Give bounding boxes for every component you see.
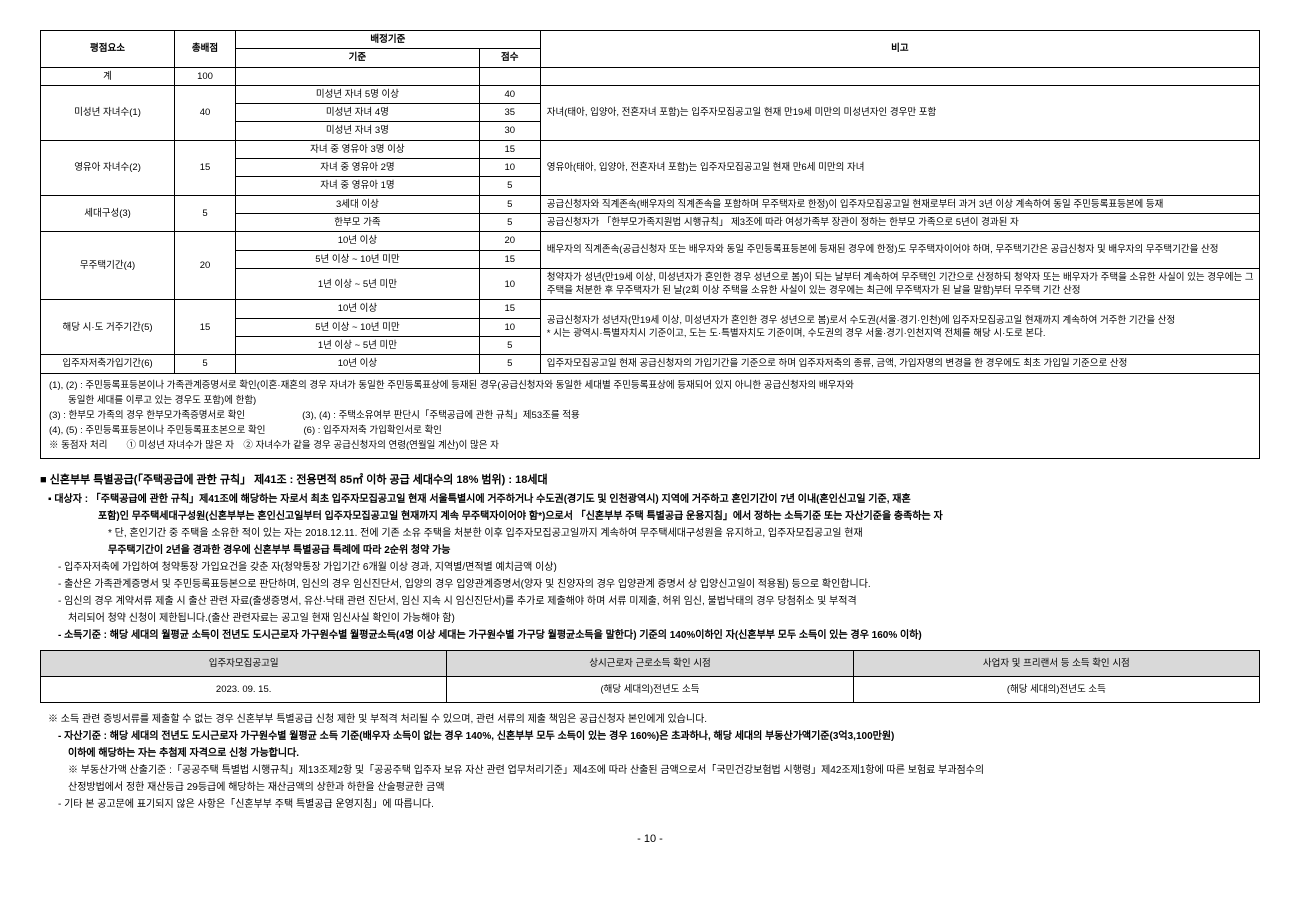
r5-total: 5: [175, 355, 236, 373]
income-h0: 입주자모집공고일: [41, 650, 447, 676]
r3-label: 무주택기간(4): [41, 232, 175, 300]
income-r1: (해당 세대의)전년도 소득: [447, 676, 853, 702]
r3-total: 20: [175, 232, 236, 300]
scoring-table: 평점요소 총배점 배정기준 비고 기준 점수 계 100 미성년 자녀수(1) …: [40, 30, 1260, 459]
th-criteria: 배정기준: [236, 31, 541, 49]
section2-bullets: ▪ 대상자 : 「주택공급에 관한 규칙」제41조에 해당하는 자로서 최초 입…: [48, 491, 1260, 644]
income-r2: (해당 세대의)전년도 소득: [853, 676, 1259, 702]
r5-note: 입주자모집공고일 현재 공급신청자의 가입기간을 기준으로 하며 입주자저축의 …: [540, 355, 1259, 373]
r4-label: 해당 시·도 거주기간(5): [41, 300, 175, 355]
r0-label: 미성년 자녀수(1): [41, 85, 175, 140]
section2-title: ■ 신혼부부 특별공급(「주택공급에 관한 규칙」 제41조 : 전용면적 85…: [40, 471, 1260, 487]
after-table-notes: ※ 소득 관련 증빙서류를 제출할 수 없는 경우 신혼부부 특별공급 신청 제…: [48, 711, 1260, 813]
th-total: 총배점: [175, 31, 236, 68]
page-number: - 10 -: [40, 833, 1260, 845]
r0-total: 40: [175, 85, 236, 140]
r1-note: 영유아(태아, 입양아, 전혼자녀 포함)는 입주자모집공고일 현재 만6세 미…: [540, 140, 1259, 195]
income-h2: 사업자 및 프리랜서 등 소득 확인 시점: [853, 650, 1259, 676]
r2-total: 5: [175, 195, 236, 232]
footnotes-cell: (1), (2) : 주민등록표등본이나 가족관계증명서로 확인(이혼·재혼의 …: [41, 373, 1260, 458]
total-value: 100: [175, 67, 236, 85]
income-h1: 상시근로자 근로소득 확인 시점: [447, 650, 853, 676]
r0s0-k: 미성년 자녀 5명 이상: [236, 85, 480, 103]
th-factor: 평점요소: [41, 31, 175, 68]
r1-label: 영유아 자녀수(2): [41, 140, 175, 195]
r0-note: 자녀(태아, 입양아, 전혼자녀 포함)는 입주자모집공고일 현재 만19세 미…: [540, 85, 1259, 140]
total-label: 계: [41, 67, 175, 85]
th-basis: 기준: [236, 49, 480, 67]
income-r0: 2023. 09. 15.: [41, 676, 447, 702]
r2-label: 세대구성(3): [41, 195, 175, 232]
r4-total: 15: [175, 300, 236, 355]
r4-note: 공급신청자가 성년자(만19세 이상, 미성년자가 혼인한 경우 성년으로 봄)…: [540, 300, 1259, 355]
r1-total: 15: [175, 140, 236, 195]
th-note: 비고: [540, 31, 1259, 68]
r5-label: 입주자저축가입기간(6): [41, 355, 175, 373]
th-score: 점수: [479, 49, 540, 67]
r0s0-s: 40: [479, 85, 540, 103]
income-table: 입주자모집공고일 상시근로자 근로소득 확인 시점 사업자 및 프리랜서 등 소…: [40, 650, 1260, 704]
